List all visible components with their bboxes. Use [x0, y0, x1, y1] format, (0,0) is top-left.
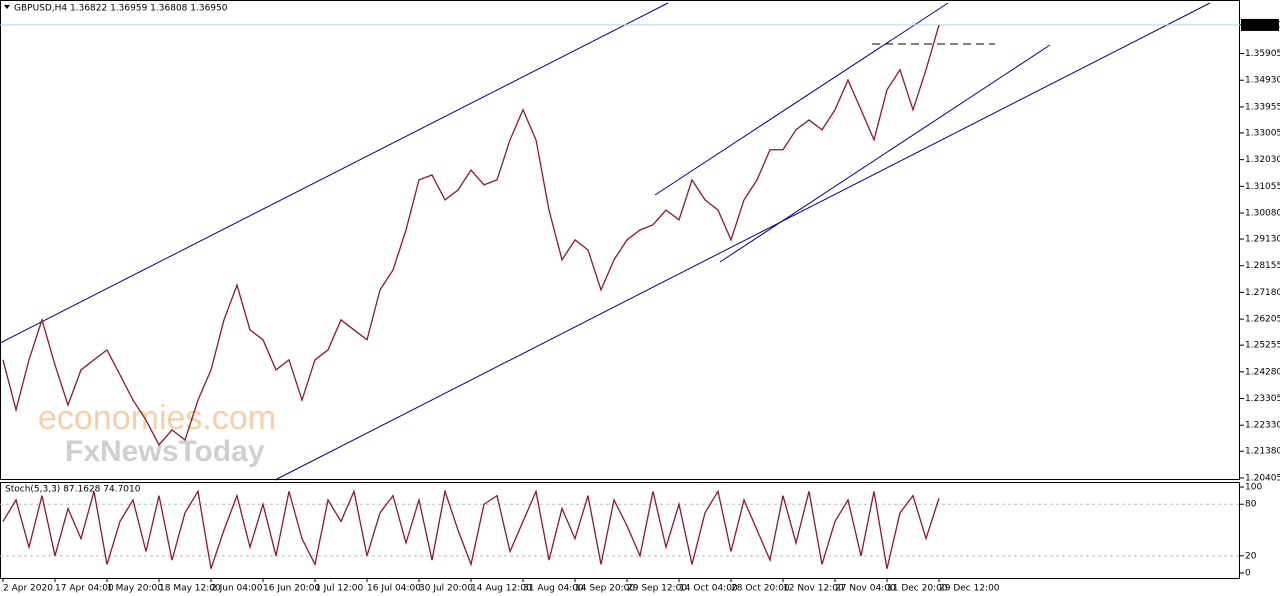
y-tick-label: 1.21380	[1245, 447, 1280, 457]
y-tick-label: 1.24280	[1245, 367, 1280, 377]
y-tick-label: 1.26205	[1245, 315, 1280, 325]
y-tick-label: 1.27180	[1245, 288, 1280, 298]
price-line	[2, 24, 940, 447]
y-tick-label: 1.31055	[1245, 182, 1280, 192]
x-tick-label: 11 Dec 20:00	[887, 584, 948, 594]
stoch-pane	[0, 482, 1240, 579]
x-tick-label: 17 Apr 04:00	[55, 584, 114, 594]
y-tick-label: 1.34930	[1245, 76, 1280, 86]
y-tick-label: 1.22330	[1245, 421, 1280, 431]
y-tick-label: 100	[1245, 483, 1262, 493]
y-tick-label: 80	[1245, 500, 1257, 510]
watermark: FxNewsToday	[65, 435, 265, 468]
chart-title: GBPUSD,H4 1.36822 1.36959 1.36808 1.3695…	[14, 4, 228, 14]
x-tick-label: 16 Jul 04:00	[367, 584, 421, 594]
trend-lines	[0, 2, 1211, 481]
y-tick-label: 1.29130	[1245, 235, 1280, 245]
x-tick-label: 1 Jul 12:00	[315, 584, 364, 594]
trend-line	[274, 2, 1211, 481]
price-pane	[0, 0, 1240, 480]
x-tick-label: 29 Dec 12:00	[939, 584, 1000, 594]
y-tick-label: 1.33005	[1245, 128, 1280, 138]
y-tick-label: 20	[1245, 551, 1257, 561]
x-tick-label: 14 Aug 12:00	[471, 584, 532, 594]
x-tick-label: 31 Aug 04:00	[523, 584, 584, 594]
x-tick-label: 27 Nov 04:00	[835, 584, 896, 594]
x-tick-label: 28 Oct 20:00	[731, 584, 790, 594]
x-tick-label: 1 May 20:00	[107, 584, 163, 594]
y-tick-label: 1.25255	[1245, 341, 1280, 351]
y-tick-label: 1.35905	[1245, 49, 1280, 59]
y-tick-label: 1.20405	[1245, 473, 1280, 483]
x-tick-label: 16 Jun 20:00	[263, 584, 320, 594]
menu-icon[interactable]	[4, 5, 10, 9]
watermark: economies.com	[38, 399, 276, 437]
stoch-title: Stoch(5,3,3) 87.1628 74.7010	[5, 485, 141, 495]
y-tick-label: 1.28155	[1245, 261, 1280, 271]
y-tick-label: 0	[1245, 569, 1251, 579]
x-tick-label: 29 Sep 12:00	[627, 584, 687, 594]
price-line	[2, 488, 940, 569]
x-tick-label: 12 Nov 12:00	[783, 584, 844, 594]
y-tick-label: 1.30080	[1245, 209, 1280, 219]
y-tick-label: 1.36950	[1245, 20, 1280, 30]
y-tick-label: 1.33955	[1245, 102, 1280, 112]
trend-line	[719, 44, 1051, 263]
y-tick-label: 1.23305	[1245, 394, 1280, 404]
x-tick-label: 14 Sep 20:00	[575, 584, 635, 594]
trend-line	[654, 2, 949, 196]
price-label-box	[1241, 18, 1279, 31]
y-tick-label: 1.32030	[1245, 155, 1280, 165]
trend-line	[0, 2, 669, 344]
x-tick-label: 2 Jun 04:00	[211, 584, 263, 594]
x-tick-label: 14 Oct 04:00	[679, 584, 738, 594]
x-tick-label: 18 May 12:00	[159, 584, 221, 594]
x-tick-label: 2 Apr 2020	[3, 584, 53, 594]
x-tick-label: 30 Jul 20:00	[419, 584, 473, 594]
